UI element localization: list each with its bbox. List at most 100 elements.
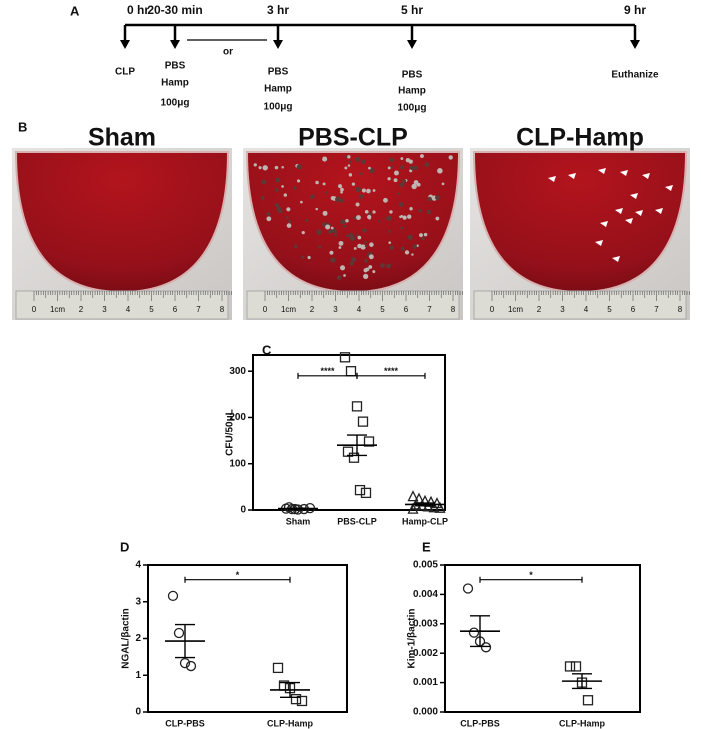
ruler-label: 4 <box>357 305 362 314</box>
ruler-label: 7 <box>427 305 432 314</box>
colony <box>419 233 423 238</box>
panel-label: E <box>422 539 431 554</box>
significance-label: * <box>236 570 240 580</box>
y-tick-label: 3 <box>135 596 141 607</box>
y-tick-label: 200 <box>229 412 246 423</box>
colony <box>372 270 376 274</box>
colony <box>340 190 343 194</box>
colony <box>400 226 404 230</box>
y-tick-label: 0 <box>135 707 141 718</box>
time-note: 100μg <box>264 102 293 113</box>
y-axis-label: Kim-1/βactin <box>407 608 418 668</box>
ruler-label: 7 <box>654 305 659 314</box>
colony-arrow <box>655 208 663 214</box>
time-label: 3 hr <box>267 3 289 17</box>
ruler-label: 8 <box>678 305 683 314</box>
data-point <box>345 366 357 377</box>
significance-label: **** <box>320 366 335 376</box>
ruler-label: 1cm <box>50 305 65 314</box>
data-point <box>283 502 295 513</box>
colony <box>383 197 388 203</box>
colony <box>345 234 349 238</box>
data-point <box>357 416 369 427</box>
significance-bar <box>184 576 291 583</box>
colony <box>363 273 369 280</box>
data-point <box>570 661 582 672</box>
colony <box>347 164 351 167</box>
significance-bar <box>356 372 426 379</box>
colony <box>368 254 374 260</box>
colony <box>408 159 413 164</box>
colony <box>330 257 336 263</box>
y-tick-label: 0 <box>240 505 246 516</box>
colony <box>276 206 282 212</box>
photo-title: PBS-CLP <box>298 124 408 152</box>
data-point <box>354 484 366 496</box>
colony <box>261 179 267 185</box>
y-tick-label: 0.003 <box>413 618 438 629</box>
colony <box>413 180 419 185</box>
colony <box>389 245 394 250</box>
colony <box>318 245 322 249</box>
colony <box>393 178 398 183</box>
y-tick-label: 0.002 <box>413 648 438 659</box>
time-note: Hamp <box>398 86 426 97</box>
colony <box>339 198 345 203</box>
ruler-label: 3 <box>560 305 565 314</box>
colony <box>335 196 341 202</box>
photo-title: Sham <box>88 124 156 152</box>
colony <box>360 172 363 175</box>
colony <box>356 234 359 237</box>
colony <box>427 196 432 202</box>
ruler-label: 5 <box>149 305 154 314</box>
colony-arrow <box>630 193 638 199</box>
data-point <box>564 661 576 672</box>
y-axis-label: NGAL/βactin <box>121 608 132 669</box>
time-label: 9 hr <box>624 3 646 17</box>
colony <box>285 216 289 219</box>
colony <box>300 200 303 204</box>
time-note: 100μg <box>398 103 427 114</box>
colony <box>397 192 400 195</box>
data-point <box>173 627 185 639</box>
or-label: or <box>223 47 233 58</box>
colony <box>372 189 376 192</box>
colony <box>368 265 373 269</box>
colony <box>338 184 343 189</box>
colony <box>413 165 419 171</box>
colony-arrow <box>665 185 673 191</box>
colony <box>258 166 262 170</box>
colony <box>435 195 441 201</box>
y-tick-label: 0.000 <box>413 707 438 718</box>
colony-arrow <box>600 221 608 227</box>
data-point <box>428 501 440 513</box>
x-tick-label: Hamp-CLP <box>402 516 448 526</box>
data-point <box>407 490 419 502</box>
colony <box>364 244 368 248</box>
colony-arrow <box>568 173 576 179</box>
y-tick-label: 2 <box>135 633 141 644</box>
colony <box>340 187 344 192</box>
ruler-label: 6 <box>404 305 409 314</box>
data-point <box>296 695 308 707</box>
colony <box>322 182 326 186</box>
colony <box>336 275 342 280</box>
colony <box>325 224 331 230</box>
colony <box>368 212 372 216</box>
error-bar <box>347 434 367 457</box>
colony <box>309 194 315 199</box>
time-note: CLP <box>115 67 135 78</box>
colony <box>348 232 354 238</box>
colony <box>423 232 428 237</box>
x-tick-label: PBS-CLP <box>337 516 377 526</box>
colony <box>369 167 375 174</box>
ruler-label: 5 <box>380 305 385 314</box>
x-tick-label: CLP-Hamp <box>559 718 606 728</box>
y-tick-label: 0.005 <box>413 560 438 571</box>
x-tick-label: CLP-PBS <box>165 718 205 728</box>
colony <box>404 250 410 255</box>
colony <box>322 210 328 216</box>
colony <box>348 160 352 164</box>
y-tick-label: 4 <box>135 560 141 571</box>
data-point <box>351 401 363 412</box>
